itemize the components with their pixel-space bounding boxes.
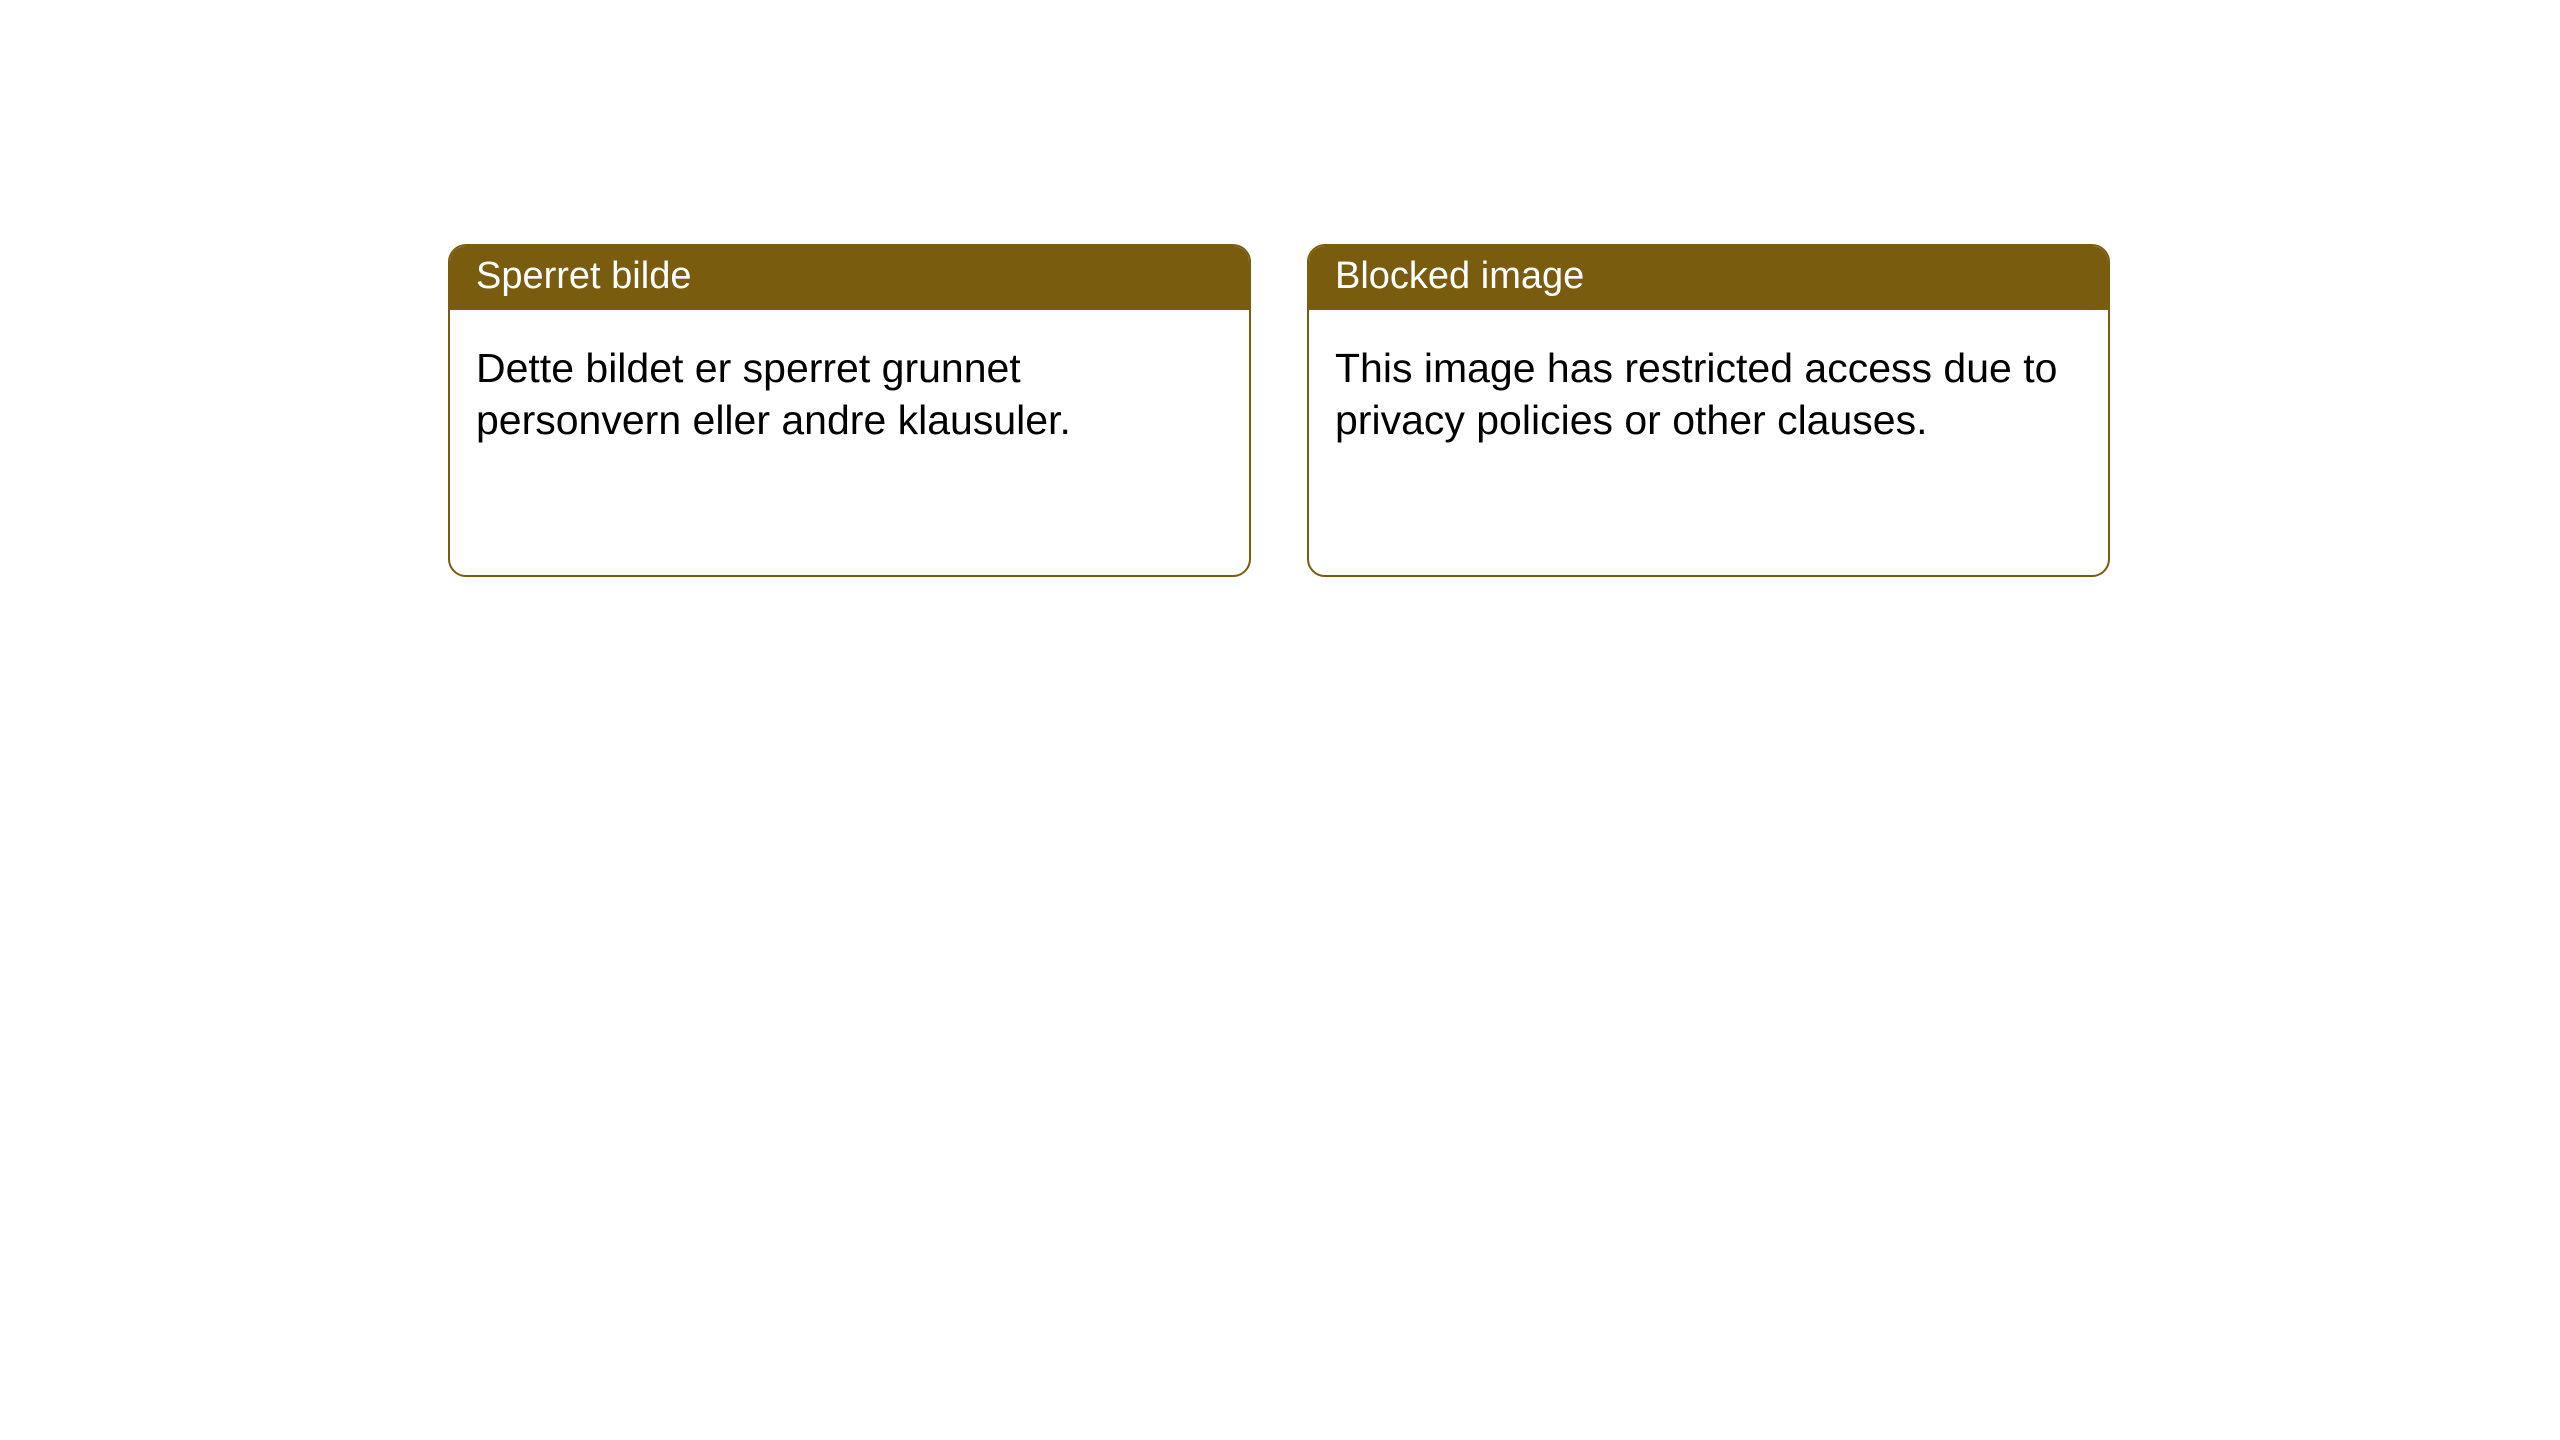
notice-body: This image has restricted access due to …	[1309, 310, 2108, 479]
notice-header: Blocked image	[1309, 246, 2108, 310]
notice-container: Sperret bilde Dette bildet er sperret gr…	[0, 0, 2560, 577]
notice-card-norwegian: Sperret bilde Dette bildet er sperret gr…	[448, 244, 1251, 577]
notice-header: Sperret bilde	[450, 246, 1249, 310]
notice-card-english: Blocked image This image has restricted …	[1307, 244, 2110, 577]
notice-body: Dette bildet er sperret grunnet personve…	[450, 310, 1249, 479]
